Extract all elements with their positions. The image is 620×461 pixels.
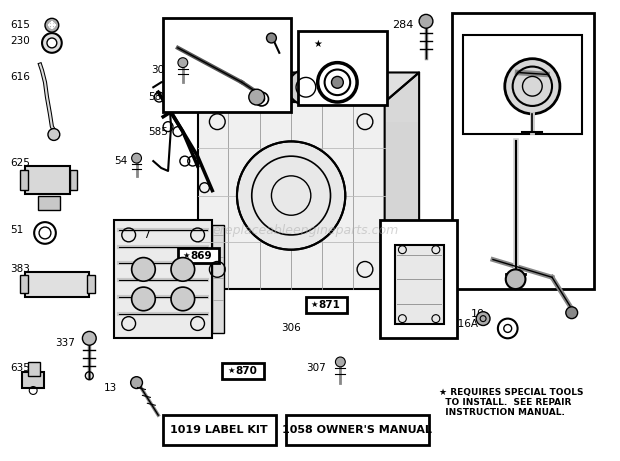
Text: 5: 5 bbox=[42, 289, 48, 299]
Bar bbox=[379, 220, 456, 338]
Text: 1: 1 bbox=[302, 36, 311, 49]
Text: 592: 592 bbox=[230, 92, 249, 102]
Text: 2: 2 bbox=[322, 37, 330, 50]
Circle shape bbox=[237, 142, 345, 250]
Bar bbox=[213, 225, 224, 333]
Bar bbox=[22, 372, 44, 388]
Bar bbox=[29, 362, 40, 376]
Circle shape bbox=[82, 331, 96, 345]
Text: 562: 562 bbox=[247, 41, 265, 51]
Text: 11: 11 bbox=[481, 247, 495, 257]
Bar bbox=[198, 102, 384, 289]
Text: 525: 525 bbox=[459, 235, 481, 245]
Text: 307: 307 bbox=[151, 65, 171, 75]
Circle shape bbox=[505, 59, 560, 114]
Polygon shape bbox=[198, 72, 419, 102]
Circle shape bbox=[47, 38, 57, 48]
Circle shape bbox=[48, 129, 60, 141]
Bar bbox=[25, 272, 89, 297]
Text: 306: 306 bbox=[281, 324, 301, 333]
Bar bbox=[38, 195, 60, 210]
Bar bbox=[25, 166, 69, 194]
Text: 383: 383 bbox=[11, 265, 30, 274]
Text: 523: 523 bbox=[466, 41, 492, 53]
Circle shape bbox=[131, 258, 155, 281]
Bar bbox=[394, 245, 444, 324]
Text: 616: 616 bbox=[11, 72, 30, 83]
Text: 337: 337 bbox=[55, 338, 75, 348]
Text: 870: 870 bbox=[235, 366, 257, 376]
Circle shape bbox=[332, 77, 343, 88]
Text: 8: 8 bbox=[383, 225, 391, 238]
Text: 230: 230 bbox=[11, 36, 30, 46]
Bar bbox=[178, 248, 219, 264]
Circle shape bbox=[506, 269, 526, 289]
Circle shape bbox=[42, 33, 62, 53]
Text: 13: 13 bbox=[104, 383, 117, 392]
Bar bbox=[20, 275, 29, 293]
Text: ★: ★ bbox=[311, 300, 318, 309]
Bar bbox=[20, 170, 29, 189]
Text: 869: 869 bbox=[191, 251, 212, 260]
Text: 871: 871 bbox=[319, 300, 340, 310]
Bar bbox=[114, 220, 213, 338]
Text: 284: 284 bbox=[392, 20, 414, 30]
Circle shape bbox=[249, 89, 265, 105]
Circle shape bbox=[131, 153, 141, 163]
Text: 7: 7 bbox=[143, 230, 150, 240]
Text: 584: 584 bbox=[148, 92, 168, 102]
Text: 116A: 116A bbox=[451, 319, 479, 329]
Text: 307: 307 bbox=[306, 363, 326, 373]
Circle shape bbox=[131, 287, 155, 311]
Text: 1058 OWNER'S MANUAL: 1058 OWNER'S MANUAL bbox=[282, 425, 432, 435]
Text: 227: 227 bbox=[166, 24, 192, 36]
Circle shape bbox=[171, 258, 195, 281]
Bar bbox=[222, 363, 264, 378]
Text: ★: ★ bbox=[227, 366, 234, 375]
Text: 1019 LABEL KIT: 1019 LABEL KIT bbox=[170, 425, 268, 435]
Bar bbox=[451, 13, 595, 289]
Bar bbox=[384, 122, 419, 269]
Bar bbox=[87, 275, 95, 293]
Text: 9: 9 bbox=[384, 274, 392, 284]
Bar bbox=[163, 415, 277, 445]
Text: ★: ★ bbox=[314, 39, 322, 49]
Circle shape bbox=[45, 18, 59, 32]
Text: ★: ★ bbox=[183, 251, 190, 260]
Text: 847: 847 bbox=[454, 19, 480, 32]
Text: 51: 51 bbox=[11, 225, 24, 235]
Text: 3: 3 bbox=[365, 56, 372, 65]
Circle shape bbox=[566, 307, 578, 319]
Text: 635: 635 bbox=[11, 363, 30, 373]
Text: ereplaceableengineparts.com: ereplaceableengineparts.com bbox=[213, 224, 399, 236]
Bar bbox=[163, 18, 291, 112]
Circle shape bbox=[335, 357, 345, 367]
Bar bbox=[306, 297, 347, 313]
Circle shape bbox=[131, 377, 143, 389]
Bar bbox=[298, 31, 387, 105]
Bar bbox=[286, 415, 429, 445]
Text: 116: 116 bbox=[459, 146, 481, 156]
Bar bbox=[463, 35, 582, 134]
Circle shape bbox=[267, 33, 277, 43]
Circle shape bbox=[419, 14, 433, 28]
Text: 54: 54 bbox=[114, 156, 127, 166]
Bar bbox=[69, 170, 78, 189]
Text: 585: 585 bbox=[148, 127, 168, 136]
Circle shape bbox=[178, 58, 188, 68]
Circle shape bbox=[476, 312, 490, 325]
Text: ★ REQUIRES SPECIAL TOOLS
  TO INSTALL.  SEE REPAIR
  INSTRUCTION MANUAL.: ★ REQUIRES SPECIAL TOOLS TO INSTALL. SEE… bbox=[439, 388, 583, 417]
Circle shape bbox=[288, 70, 324, 105]
Text: 625: 625 bbox=[11, 158, 30, 168]
Polygon shape bbox=[384, 72, 419, 289]
Text: 615: 615 bbox=[11, 20, 30, 30]
Circle shape bbox=[171, 287, 195, 311]
Text: 10: 10 bbox=[471, 309, 485, 319]
